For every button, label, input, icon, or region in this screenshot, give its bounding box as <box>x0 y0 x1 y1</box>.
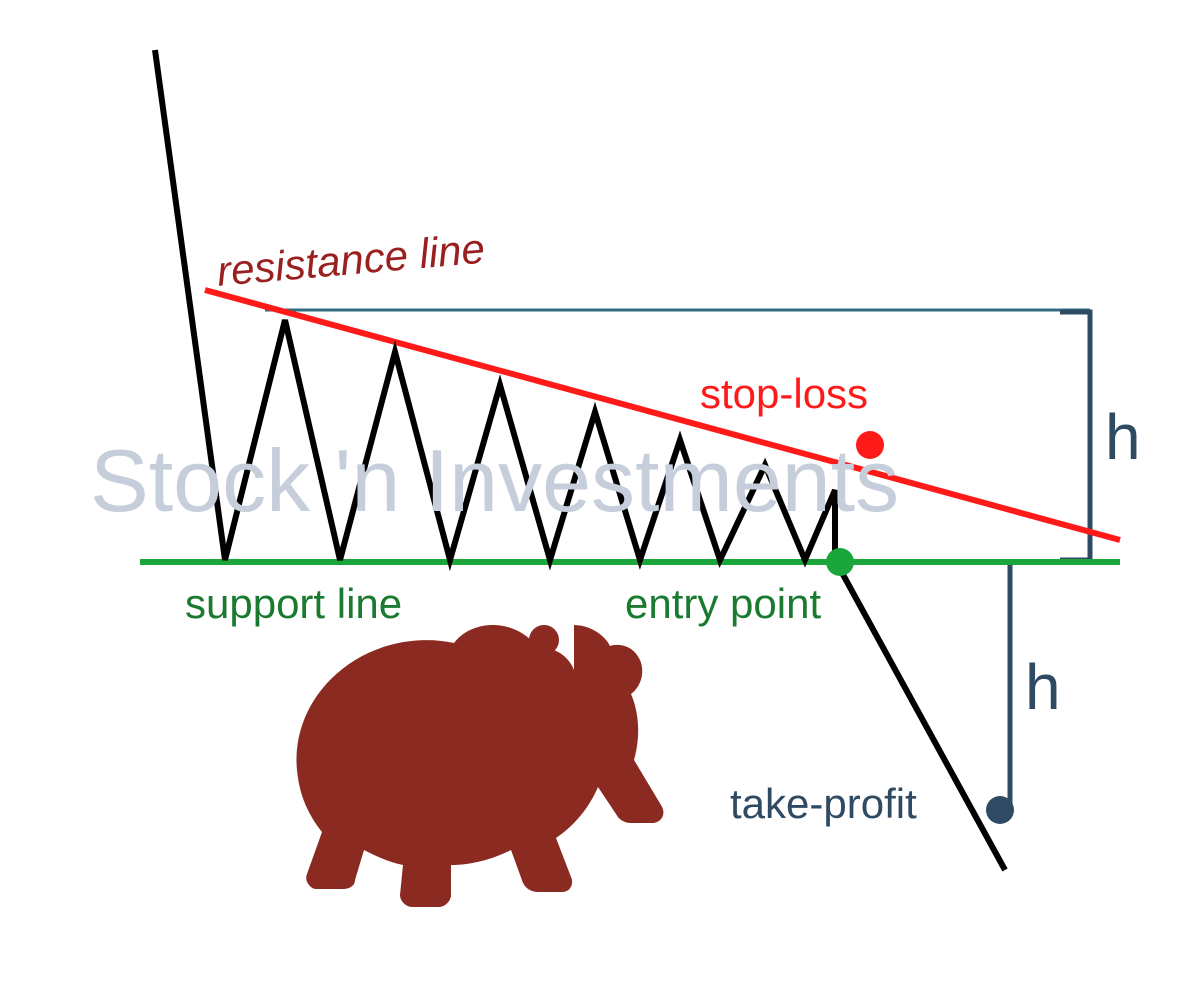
h-upper-label: h <box>1105 400 1141 474</box>
h-lower-label: h <box>1025 650 1061 724</box>
take-profit-label: take-profit <box>730 780 917 828</box>
diagram-stage: Stock 'n Investmentsresistance linestop-… <box>0 0 1200 1000</box>
support-label: support line <box>185 580 402 628</box>
watermark-text: Stock 'n Investments <box>90 430 899 532</box>
take-profit-point <box>986 796 1014 824</box>
stop-loss-label: stop-loss <box>700 370 868 418</box>
entry-point <box>826 548 854 576</box>
entry-point-label: entry point <box>625 580 821 628</box>
bear-icon <box>296 625 663 907</box>
